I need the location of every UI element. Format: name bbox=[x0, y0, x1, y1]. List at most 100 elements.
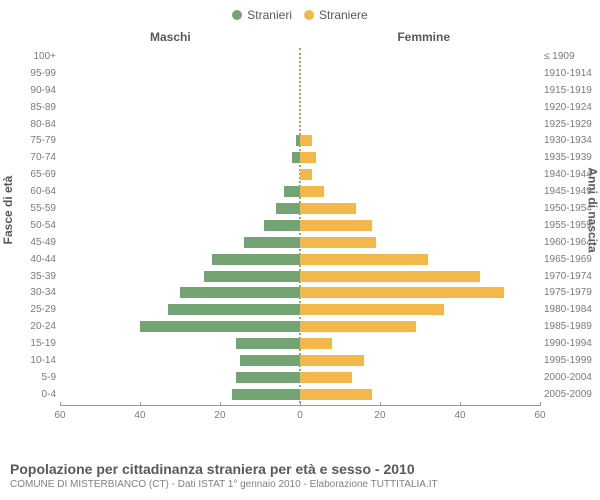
chart-row: 5-92000-2004 bbox=[60, 369, 540, 386]
bar-half-female bbox=[300, 166, 540, 183]
bar-half-male bbox=[60, 301, 300, 318]
bar-male bbox=[204, 271, 300, 282]
bar-female bbox=[300, 271, 480, 282]
x-tick-label: 60 bbox=[54, 410, 65, 421]
age-label: 10-14 bbox=[0, 355, 56, 366]
bar-half-male bbox=[60, 251, 300, 268]
x-tick-mark bbox=[300, 402, 301, 406]
bar-male bbox=[236, 338, 300, 349]
bar-half-female bbox=[300, 132, 540, 149]
plot-area: 100+≤ 190995-991910-191490-941915-191985… bbox=[60, 48, 540, 403]
age-label: 55-59 bbox=[0, 203, 56, 214]
age-label: 15-19 bbox=[0, 338, 56, 349]
year-label: 2000-2004 bbox=[544, 372, 600, 383]
bar-female bbox=[300, 169, 312, 180]
bar-male bbox=[232, 389, 300, 400]
year-label: 1980-1984 bbox=[544, 304, 600, 315]
bar-half-female bbox=[300, 149, 540, 166]
bar-half-male bbox=[60, 99, 300, 116]
bar-male bbox=[168, 304, 300, 315]
age-label: 70-74 bbox=[0, 152, 56, 163]
year-label: 1955-1959 bbox=[544, 220, 600, 231]
column-title-right: Femmine bbox=[397, 30, 450, 44]
bar-half-female bbox=[300, 183, 540, 200]
chart-row: 40-441965-1969 bbox=[60, 251, 540, 268]
x-tick-mark bbox=[140, 402, 141, 406]
age-label: 25-29 bbox=[0, 304, 56, 315]
bar-half-female bbox=[300, 335, 540, 352]
bar-half-female bbox=[300, 369, 540, 386]
legend-swatch-male bbox=[232, 10, 242, 20]
bar-female bbox=[300, 237, 376, 248]
year-label: 1925-1929 bbox=[544, 119, 600, 130]
bar-half-male bbox=[60, 183, 300, 200]
chart-row: 30-341975-1979 bbox=[60, 284, 540, 301]
chart-row: 95-991910-1914 bbox=[60, 65, 540, 82]
age-label: 85-89 bbox=[0, 102, 56, 113]
x-tick-mark bbox=[460, 402, 461, 406]
age-label: 30-34 bbox=[0, 287, 56, 298]
bar-half-male bbox=[60, 234, 300, 251]
bar-half-female bbox=[300, 251, 540, 268]
chart-row: 60-641945-1949 bbox=[60, 183, 540, 200]
x-tick-mark bbox=[60, 402, 61, 406]
bar-half-female bbox=[300, 268, 540, 285]
bar-half-male bbox=[60, 82, 300, 99]
bar-female bbox=[300, 338, 332, 349]
bar-male bbox=[212, 254, 300, 265]
column-title-left: Maschi bbox=[150, 30, 191, 44]
age-label: 80-84 bbox=[0, 119, 56, 130]
legend-label-male: Stranieri bbox=[247, 8, 292, 22]
chart-row: 100+≤ 1909 bbox=[60, 48, 540, 65]
bar-half-male bbox=[60, 284, 300, 301]
year-label: 1915-1919 bbox=[544, 85, 600, 96]
bar-half-female bbox=[300, 65, 540, 82]
bar-male bbox=[276, 203, 300, 214]
age-label: 95-99 bbox=[0, 68, 56, 79]
year-label: 1970-1974 bbox=[544, 271, 600, 282]
chart-row: 80-841925-1929 bbox=[60, 116, 540, 133]
bar-female bbox=[300, 389, 372, 400]
bar-female bbox=[300, 186, 324, 197]
year-label: 1975-1979 bbox=[544, 287, 600, 298]
legend-item-male: Stranieri bbox=[232, 8, 292, 22]
x-tick-mark bbox=[220, 402, 221, 406]
x-axis: 6040200204060 bbox=[60, 405, 540, 425]
bar-half-male bbox=[60, 369, 300, 386]
x-tick-label: 20 bbox=[214, 410, 225, 421]
year-label: 2005-2009 bbox=[544, 389, 600, 400]
year-label: 1930-1934 bbox=[544, 135, 600, 146]
bar-half-female bbox=[300, 200, 540, 217]
bar-half-female bbox=[300, 352, 540, 369]
age-label: 60-64 bbox=[0, 186, 56, 197]
chart-row: 50-541955-1959 bbox=[60, 217, 540, 234]
x-tick-label: 60 bbox=[534, 410, 545, 421]
bar-half-male bbox=[60, 352, 300, 369]
bar-male bbox=[180, 287, 300, 298]
age-label: 20-24 bbox=[0, 321, 56, 332]
year-label: 1995-1999 bbox=[544, 355, 600, 366]
bar-half-female bbox=[300, 82, 540, 99]
bar-half-male bbox=[60, 268, 300, 285]
bar-half-male bbox=[60, 318, 300, 335]
chart-row: 90-941915-1919 bbox=[60, 82, 540, 99]
age-label: 75-79 bbox=[0, 135, 56, 146]
year-label: 1945-1949 bbox=[544, 186, 600, 197]
bar-female bbox=[300, 321, 416, 332]
legend-swatch-female bbox=[304, 10, 314, 20]
age-label: 45-49 bbox=[0, 237, 56, 248]
year-label: 1960-1964 bbox=[544, 237, 600, 248]
bar-female bbox=[300, 203, 356, 214]
bar-half-female bbox=[300, 234, 540, 251]
x-tick-label: 0 bbox=[297, 410, 303, 421]
bar-female bbox=[300, 220, 372, 231]
chart: Maschi Femmine Fasce di età Anni di nasc… bbox=[0, 30, 600, 425]
chart-row: 55-591950-1954 bbox=[60, 200, 540, 217]
bar-half-female bbox=[300, 318, 540, 335]
bar-female bbox=[300, 254, 428, 265]
bar-female bbox=[300, 135, 312, 146]
chart-row: 85-891920-1924 bbox=[60, 99, 540, 116]
year-label: 1910-1914 bbox=[544, 68, 600, 79]
bar-half-male bbox=[60, 217, 300, 234]
bar-half-female bbox=[300, 217, 540, 234]
